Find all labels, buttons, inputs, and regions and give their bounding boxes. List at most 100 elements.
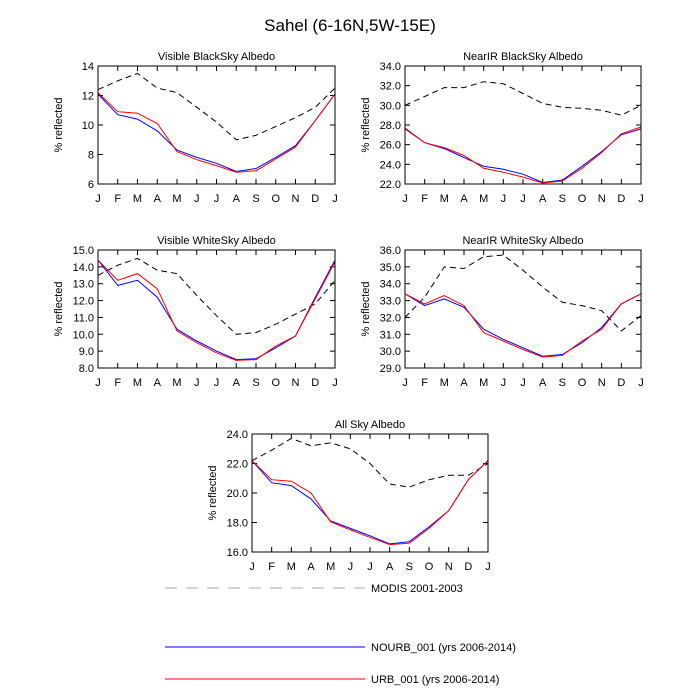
y-tick-label: 22.0 <box>227 459 248 471</box>
y-axis-label: % reflected <box>53 281 65 336</box>
y-tick-label: 10.0 <box>73 329 94 341</box>
series-line-nourb <box>251 460 489 545</box>
y-tick-label: 31.0 <box>380 329 401 341</box>
y-tick-label: 26.0 <box>380 140 401 152</box>
y-axis-label: % reflected <box>360 281 372 336</box>
x-tick-label: M <box>133 377 142 389</box>
panel-all-sky: All Sky Albedo % reflected 16.0 18.0 20.0 22.… <box>207 419 491 573</box>
x-tick-label: A <box>460 377 468 389</box>
plot-frame <box>404 249 642 369</box>
x-tick-label: J <box>520 377 526 389</box>
x-tick-label: J <box>638 377 644 389</box>
x-tick-label: J <box>214 193 220 205</box>
legend-entry-urb: URB_001 (yrs 2006-2014) <box>165 674 499 686</box>
x-tick-label: A <box>154 193 162 205</box>
panel-visible-blacksky: Visible BlackSky Albedo % reflected 6 8 10 12… <box>53 51 338 205</box>
x-tick-label: O <box>271 377 280 389</box>
x-tick-label: F <box>114 193 121 205</box>
x-tick-label: N <box>598 377 606 389</box>
x-tick-label: S <box>252 193 259 205</box>
x-tick-label: J <box>332 377 338 389</box>
x-tick-label: J <box>501 193 507 205</box>
x-tick-label: M <box>133 193 142 205</box>
series-line-urb <box>251 460 489 546</box>
series-line-urb <box>97 259 336 361</box>
legend-entry-nourb: NOURB_001 (yrs 2006-2014) <box>165 642 516 654</box>
y-tick-label: 29.0 <box>380 363 401 375</box>
y-tick-label: 12 <box>82 91 94 103</box>
legend-entry-modis: MODIS 2001-2003 <box>165 583 463 595</box>
x-tick-label: A <box>539 193 547 205</box>
y-tick-label: 33.0 <box>380 296 401 308</box>
plot-frame <box>404 65 642 185</box>
x-tick-label: O <box>578 377 587 389</box>
x-tick-label: F <box>421 377 428 389</box>
plot-frame <box>97 249 336 369</box>
series-line-modis <box>97 257 336 335</box>
x-tick-label: M <box>479 193 488 205</box>
x-tick-label: S <box>559 377 566 389</box>
y-tick-label: 35.0 <box>380 262 401 274</box>
x-tick-label: O <box>271 193 280 205</box>
x-tick-label: J <box>194 377 200 389</box>
x-tick-label: D <box>617 193 625 205</box>
x-tick-label: M <box>440 193 449 205</box>
y-tick-label: 24.0 <box>227 429 248 441</box>
y-tick-label: 13.0 <box>73 279 94 291</box>
x-tick-label: D <box>464 561 472 573</box>
x-tick-label: D <box>311 193 319 205</box>
x-tick-label: F <box>268 561 275 573</box>
y-tick-label: 8.0 <box>79 363 94 375</box>
series-line-urb <box>404 293 642 358</box>
y-axis-label: % reflected <box>207 465 219 520</box>
x-tick-label: O <box>578 193 587 205</box>
x-tick-label: J <box>638 193 644 205</box>
y-tick-label: 6 <box>88 179 94 191</box>
y-tick-label: 11.0 <box>73 312 94 324</box>
x-tick-label: M <box>172 377 181 389</box>
panel-title: Visible WhiteSky Albedo <box>157 235 275 247</box>
panel-visible-whitesky: Visible WhiteSky Albedo % reflected 8.0 9.0… <box>53 235 338 389</box>
series-line-modis <box>404 254 642 332</box>
y-axis-label: % reflected <box>53 97 65 152</box>
x-tick-label: J <box>348 561 354 573</box>
x-tick-label: S <box>252 377 259 389</box>
x-tick-label: M <box>479 377 488 389</box>
y-tick-label: 14.0 <box>73 262 94 274</box>
x-tick-label: D <box>617 377 625 389</box>
panel-nearir-whitesky: NearIR WhiteSky Albedo % reflected 29.0 30.… <box>360 235 644 389</box>
y-tick-label: 36.0 <box>380 245 401 257</box>
series-line-urb <box>97 92 336 173</box>
y-tick-label: 14 <box>82 61 94 73</box>
series-line-urb <box>404 126 642 184</box>
x-tick-label: N <box>292 193 300 205</box>
series-line-modis <box>251 437 489 488</box>
panel-title: All Sky Albedo <box>335 419 405 431</box>
plot-frame <box>251 433 489 553</box>
x-tick-label: J <box>194 193 200 205</box>
series-line-modis <box>404 81 642 116</box>
x-tick-label: A <box>539 377 547 389</box>
x-tick-label: M <box>326 561 335 573</box>
x-tick-label: J <box>485 561 491 573</box>
x-tick-label: J <box>214 377 220 389</box>
legend-label-urb: URB_001 (yrs 2006-2014) <box>371 674 499 686</box>
x-tick-label: A <box>460 193 468 205</box>
y-tick-label: 22.0 <box>380 179 401 191</box>
series-line-modis <box>97 72 336 141</box>
figure-title: Sahel (6-16N,5W-15E) <box>264 16 436 35</box>
x-tick-label: J <box>95 193 101 205</box>
panel-title: NearIR WhiteSky Albedo <box>462 235 583 247</box>
y-tick-label: 15.0 <box>73 245 94 257</box>
panel-title: Visible BlackSky Albedo <box>158 51 275 63</box>
x-tick-label: N <box>292 377 300 389</box>
x-tick-label: J <box>367 561 373 573</box>
x-tick-label: J <box>402 193 408 205</box>
y-tick-label: 30.0 <box>380 100 401 112</box>
x-tick-label: J <box>332 193 338 205</box>
x-tick-label: S <box>406 561 413 573</box>
y-tick-label: 20.0 <box>227 488 248 500</box>
legend-label-nourb: NOURB_001 (yrs 2006-2014) <box>371 642 516 654</box>
x-tick-label: M <box>440 377 449 389</box>
